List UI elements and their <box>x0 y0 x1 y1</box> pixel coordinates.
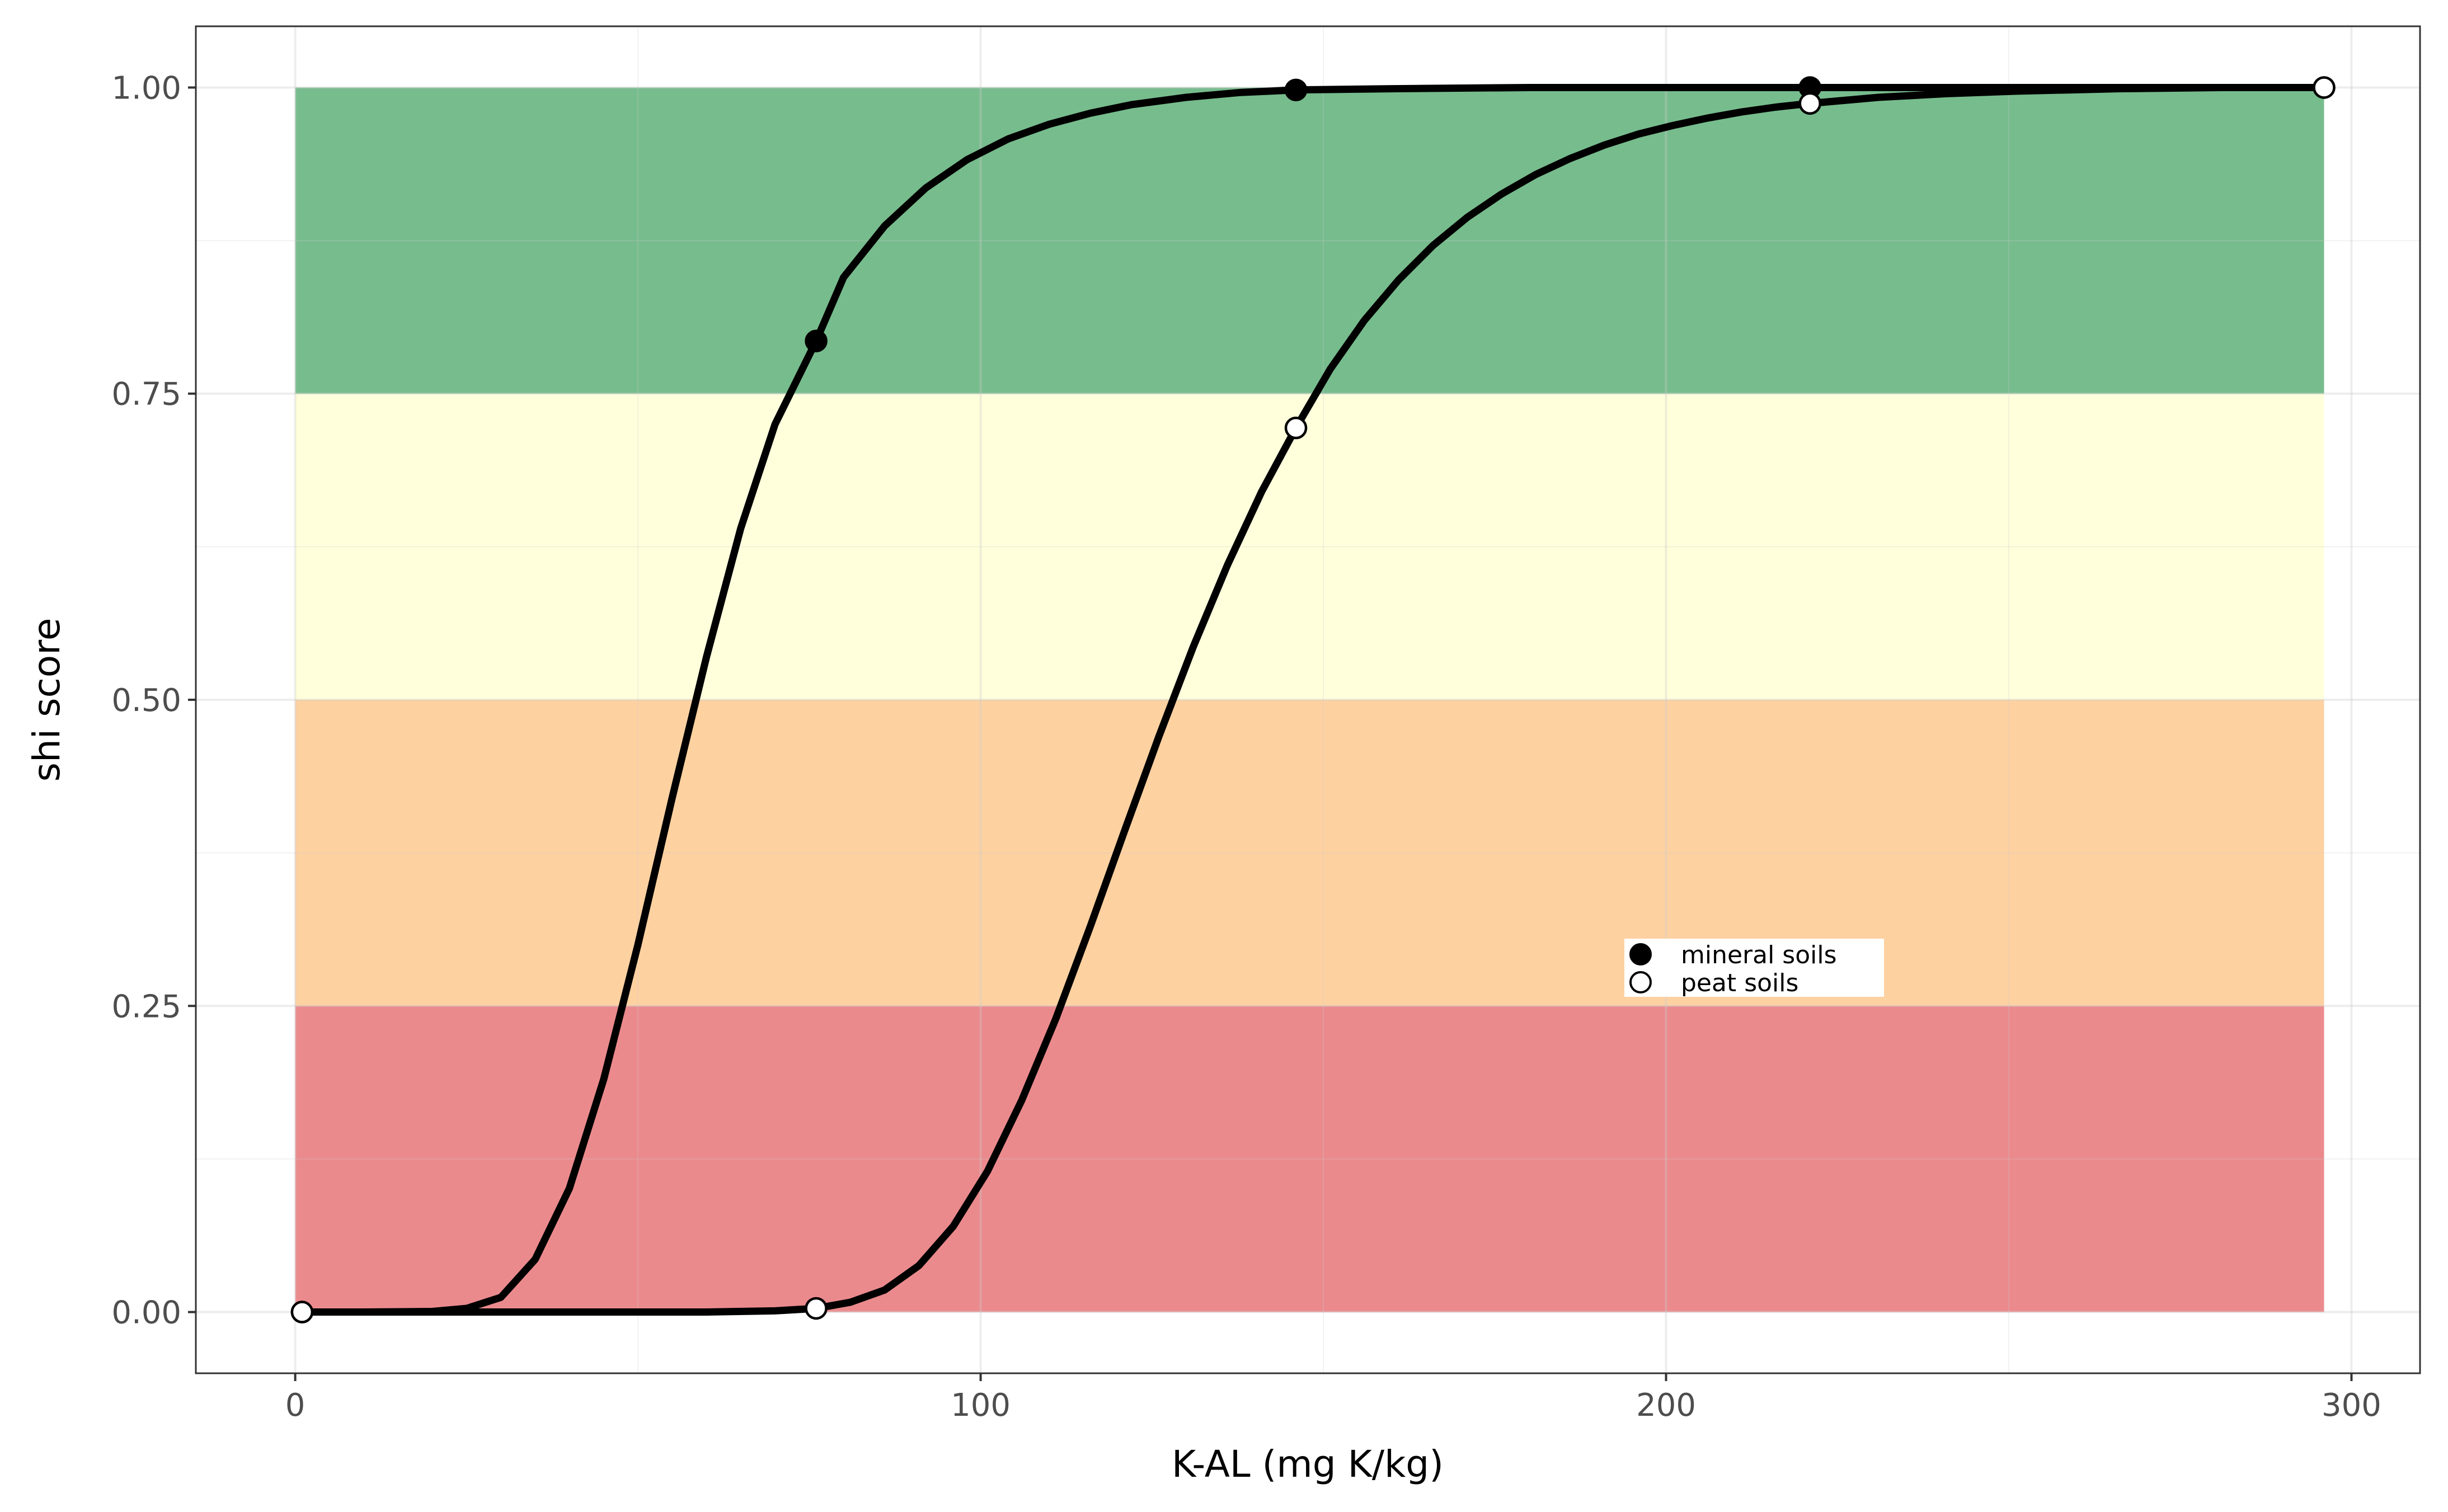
legend: mineral soils peat soils <box>1624 939 1884 997</box>
point-mineral-soils <box>1284 78 1308 102</box>
point-peat-soils <box>290 1301 314 1323</box>
y-tick-label: 0.25 <box>111 988 181 1025</box>
legend-key-peat-soils <box>1629 971 1652 993</box>
point-peat-soils <box>1798 92 1822 115</box>
point-mineral-soils <box>805 329 828 352</box>
x-tick-label: 0 <box>285 1387 306 1424</box>
y-axis-ticks: 0.00 0.25 0.50 0.75 1.00 <box>111 70 196 1331</box>
score-band-3 <box>295 87 2324 394</box>
y-tick-label: 0.75 <box>111 376 181 413</box>
x-tick-label: 100 <box>951 1387 1011 1424</box>
legend-key-mineral-soils <box>1629 943 1652 965</box>
point-peat-soils <box>805 1297 828 1320</box>
score-band-2 <box>295 393 2324 700</box>
legend-label-mineral-soils: mineral soils <box>1681 941 1837 969</box>
y-tick-label: 1.00 <box>111 70 181 106</box>
point-peat-soils <box>2313 76 2336 99</box>
y-tick-label: 0.00 <box>111 1295 181 1331</box>
x-tick-label: 300 <box>2322 1387 2381 1424</box>
x-axis-ticks: 0 100 200 300 <box>285 1373 2381 1424</box>
curve-mineral-soils <box>292 84 2328 1316</box>
y-axis-title: shi score <box>25 618 68 782</box>
score-band-0 <box>295 1006 2324 1312</box>
series-points <box>290 76 2336 1323</box>
minor-gridlines <box>196 26 2420 1373</box>
series-curves <box>292 84 2328 1316</box>
legend-background <box>1624 939 1884 997</box>
x-tick-label: 200 <box>1636 1387 1696 1424</box>
curve-peat-soils <box>292 84 2328 1316</box>
x-axis-title: K-AL (mg K/kg) <box>1172 1443 1444 1486</box>
legend-label-peat-soils: peat soils <box>1681 969 1798 997</box>
score-bands <box>295 87 2324 1312</box>
point-peat-soils <box>1284 416 1308 440</box>
y-tick-label: 0.50 <box>111 682 181 719</box>
